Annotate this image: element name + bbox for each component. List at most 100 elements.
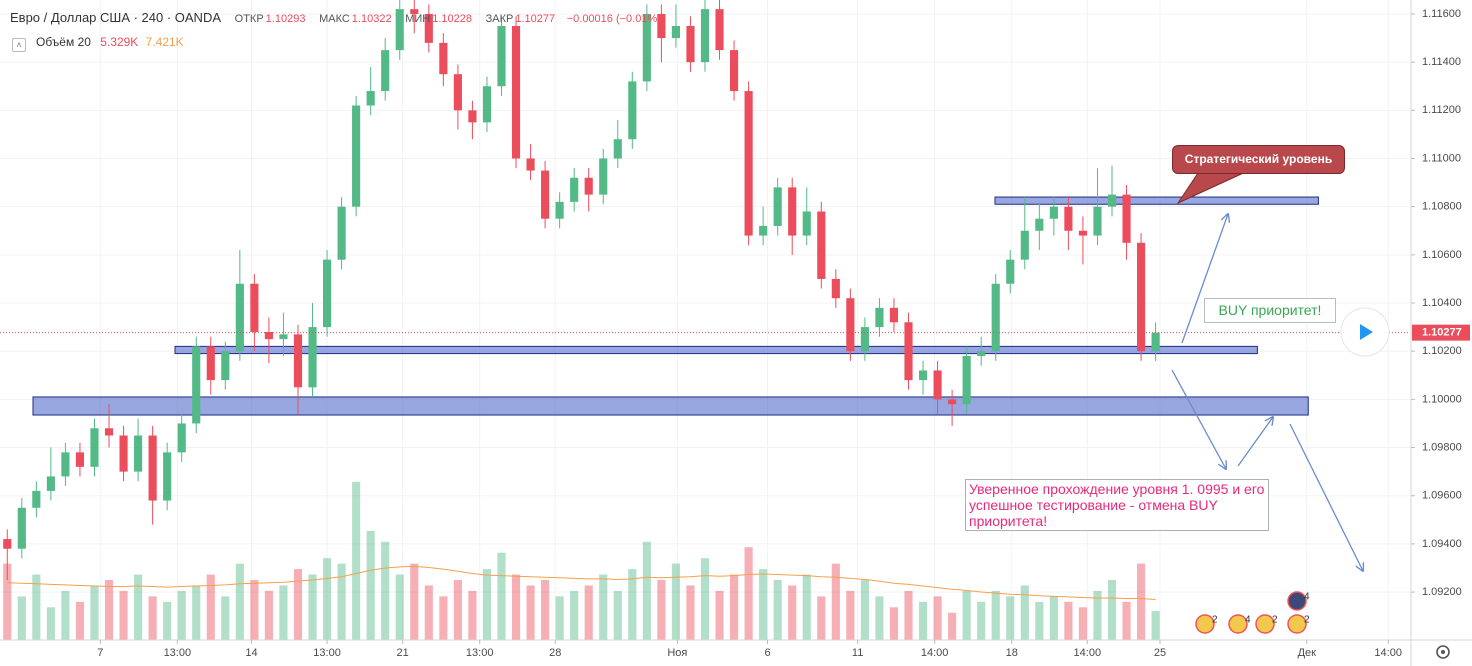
x-tick-label: 28 — [549, 647, 561, 659]
volume-bar — [817, 596, 826, 640]
volume-bar — [75, 601, 85, 640]
candle-body — [700, 9, 710, 63]
candle-body — [613, 139, 622, 159]
volume-bar — [1151, 610, 1160, 640]
gear-icon[interactable] — [1436, 645, 1450, 659]
candle-body — [715, 9, 724, 51]
candle-body — [817, 211, 826, 279]
y-tick-label: 1.11000 — [1422, 152, 1461, 164]
gear-center[interactable] — [1441, 650, 1445, 654]
collapse-toggle[interactable]: ˄ — [12, 38, 26, 52]
candle-body — [511, 26, 521, 159]
y-tick-label: 1.10200 — [1422, 345, 1462, 357]
candle-body — [293, 334, 303, 388]
volume-bar — [381, 541, 390, 640]
volume-bar — [148, 596, 157, 640]
event-badge[interactable] — [1287, 614, 1307, 634]
candle-body — [235, 283, 244, 352]
event-badge[interactable] — [1195, 614, 1215, 634]
volume-bar — [642, 541, 651, 640]
level-zone — [32, 396, 1309, 416]
volume-bar — [977, 601, 986, 640]
y-tick-label: 1.11400 — [1422, 56, 1461, 68]
volume-bar — [163, 601, 172, 640]
volume-bar — [918, 601, 928, 640]
candle-body — [3, 539, 12, 549]
volume-bar — [671, 563, 680, 640]
candle-body — [918, 370, 928, 381]
candle-body — [206, 346, 215, 381]
volume-bar — [526, 585, 535, 640]
volume-bar — [3, 563, 12, 640]
candle-body — [308, 327, 317, 388]
change: −0.00016 (−0.01%) — [566, 13, 661, 25]
event-count: 2 — [1212, 615, 1218, 626]
volume-bar — [308, 574, 317, 640]
candle-body — [1107, 194, 1117, 207]
candle-body — [366, 91, 375, 106]
level-zone — [994, 196, 1319, 205]
volume-bar — [860, 580, 869, 640]
arrow — [1289, 423, 1363, 571]
x-tick-label: 11 — [852, 647, 863, 659]
volume-bar — [846, 590, 855, 640]
volume-bar — [889, 607, 899, 640]
event-badge[interactable] — [1287, 591, 1307, 611]
candle-body — [1035, 218, 1044, 231]
candle-body — [46, 476, 55, 491]
candle-body — [802, 211, 811, 236]
candle-body — [831, 278, 840, 299]
volume-bar — [90, 585, 99, 640]
candle-body — [904, 322, 913, 381]
volume-bar — [730, 574, 739, 640]
volume-bar — [322, 558, 332, 640]
ohlc-value: 1.10228 — [432, 13, 472, 25]
candle-body — [1122, 194, 1131, 243]
candle-body — [773, 187, 782, 226]
candle-body — [1020, 230, 1029, 260]
y-tick-label: 1.10600 — [1422, 249, 1462, 261]
volume-bar — [221, 596, 230, 640]
candle-body — [570, 177, 579, 202]
play-button[interactable] — [1340, 307, 1390, 357]
play-icon[interactable] — [1360, 324, 1373, 340]
volume-bar — [831, 563, 840, 640]
ohlc-value: 1.10277 — [515, 13, 556, 25]
x-tick-label: 18 — [1006, 647, 1018, 659]
candle-body — [395, 9, 404, 51]
arrow — [1181, 214, 1228, 344]
y-tick-label: 1.10400 — [1422, 297, 1462, 309]
candle-body — [177, 423, 186, 453]
volume-bar — [875, 596, 884, 640]
volume-bar — [1122, 601, 1131, 640]
volume-bar — [482, 569, 492, 640]
x-tick-label: 14:00 — [1374, 647, 1402, 659]
volume-bar — [1137, 563, 1146, 640]
candle-body — [526, 158, 535, 171]
settings-button[interactable] — [1436, 645, 1450, 659]
last-price-box — [1412, 324, 1470, 341]
volume-last: 5.329K — [100, 35, 139, 49]
candle-body — [541, 170, 550, 219]
volume-bar — [1049, 596, 1058, 640]
x-tick-label: 13:00 — [466, 647, 494, 659]
event-badge[interactable] — [1255, 614, 1275, 634]
ohlc-value: 1.10322 — [351, 13, 392, 25]
volume-bar — [366, 530, 375, 640]
event-count: 4 — [1304, 592, 1310, 603]
volume-bar — [439, 596, 448, 640]
volume-bar — [192, 585, 201, 640]
candle-body — [1151, 332, 1160, 352]
y-tick-label: 1.09800 — [1422, 441, 1462, 453]
event-badge[interactable] — [1228, 614, 1248, 634]
candle-body — [497, 26, 506, 87]
arrow — [1171, 369, 1226, 469]
plot-area — [0, 0, 1410, 640]
buy-label: BUY приоритет! — [1204, 298, 1336, 323]
candle-body — [119, 435, 128, 472]
symbol-title: Евро / Доллар США · 240 · OANDA — [10, 10, 222, 25]
ohlc-key: ОТКР — [234, 13, 264, 25]
volume-bar — [555, 596, 564, 640]
